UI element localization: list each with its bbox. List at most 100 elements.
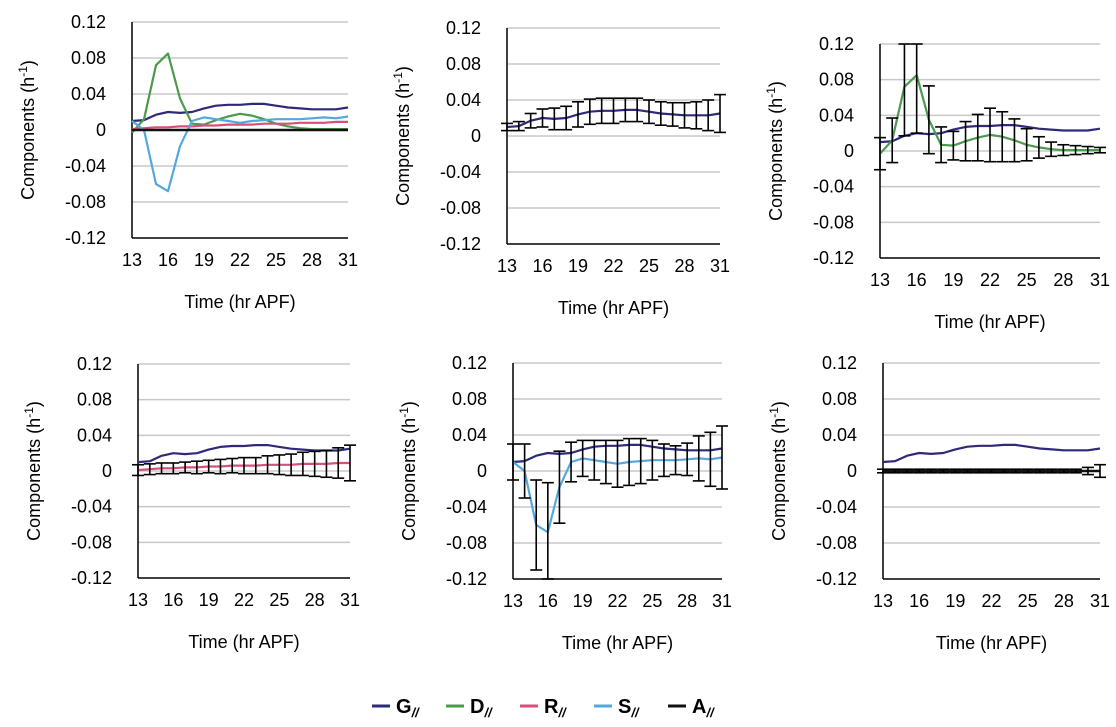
panels-container: 0.12 0.08 0.04 0 -0.04 -0.08 -0.12 13 16 19 22 25 28… bbox=[16, 12, 1110, 653]
y-tick-label: -0.12 bbox=[71, 568, 112, 588]
x-axis-label: Time (hr APF) bbox=[936, 633, 1047, 653]
error-bar bbox=[572, 101, 584, 128]
error-bar bbox=[666, 101, 679, 127]
error-bar bbox=[553, 450, 566, 525]
chart-panel-4: 0.12 0.08 0.04 0 -0.04 -0.08 -0.12 13 16 19 22 25 28… bbox=[22, 354, 360, 652]
error-bar bbox=[959, 120, 972, 162]
legend-label: S// bbox=[618, 696, 640, 720]
legend-item-D: D// bbox=[446, 696, 493, 720]
error-bar bbox=[1020, 127, 1033, 162]
y-axis-label: Components (h-1) bbox=[767, 401, 789, 541]
x-tick-label: 16 bbox=[163, 590, 183, 610]
error-bar bbox=[501, 122, 513, 132]
y-tick-label: 0.08 bbox=[446, 54, 481, 74]
x-tick-label: 22 bbox=[980, 270, 1000, 290]
error-bar bbox=[536, 108, 549, 128]
error-bar bbox=[984, 107, 996, 163]
error-bar bbox=[167, 462, 180, 475]
x-tick-label: 22 bbox=[981, 591, 1001, 611]
error-bar bbox=[646, 439, 659, 481]
chart-panel-2: 0.12 0.08 0.04 0 -0.04 -0.08 -0.12 13 16 19 22 25 28… bbox=[391, 18, 730, 318]
y-tick-label: 0 bbox=[471, 126, 481, 146]
error-bar bbox=[716, 425, 728, 490]
series-line-G bbox=[882, 443, 1101, 464]
y-tick-label: 0.04 bbox=[822, 425, 857, 445]
y-tick-label: 0 bbox=[477, 461, 487, 481]
error-bar bbox=[877, 468, 889, 474]
error-bar bbox=[541, 481, 554, 580]
error-bar bbox=[947, 130, 960, 161]
legend-item-R: R// bbox=[520, 696, 567, 720]
x-tick-label: 31 bbox=[712, 591, 732, 611]
error-bar bbox=[1069, 144, 1082, 156]
legend: G// D// R// S// A// bbox=[372, 696, 715, 720]
y-tick-label: -0.12 bbox=[816, 569, 857, 589]
x-tick-label: 31 bbox=[1090, 270, 1110, 290]
x-tick-label: 25 bbox=[642, 591, 662, 611]
error-bar bbox=[565, 441, 578, 483]
series-line-S bbox=[131, 115, 349, 193]
x-tick-label: 19 bbox=[573, 591, 593, 611]
error-bar bbox=[997, 468, 1010, 474]
error-bar bbox=[249, 456, 262, 475]
error-bar bbox=[548, 107, 561, 131]
x-tick-label: 22 bbox=[603, 256, 623, 276]
error-bar bbox=[1045, 468, 1058, 474]
y-tick-label: -0.12 bbox=[65, 228, 106, 248]
y-tick-label: 0.04 bbox=[452, 425, 487, 445]
x-tick-label: 28 bbox=[1054, 591, 1074, 611]
y-tick-label: 0.08 bbox=[71, 48, 106, 68]
legend-label: A// bbox=[692, 696, 715, 720]
y-tick-label: 0.12 bbox=[71, 12, 106, 32]
error-bar bbox=[681, 442, 694, 477]
x-tick-label: 31 bbox=[338, 250, 358, 270]
y-tick-label: 0.08 bbox=[77, 390, 112, 410]
error-bar bbox=[623, 437, 636, 487]
error-bar bbox=[922, 85, 935, 155]
error-bar bbox=[985, 468, 998, 474]
y-tick-label: -0.12 bbox=[440, 234, 481, 254]
y-tick-label: -0.08 bbox=[65, 192, 106, 212]
x-tick-label: 13 bbox=[122, 250, 142, 270]
y-tick-label: -0.04 bbox=[816, 497, 857, 517]
x-tick-label: 22 bbox=[230, 250, 250, 270]
chart-panel-1: 0.12 0.08 0.04 0 -0.04 -0.08 -0.12 13 16 19 22 25 28… bbox=[16, 12, 358, 312]
series-line-D bbox=[131, 52, 348, 134]
error-bar bbox=[518, 443, 531, 499]
error-bar bbox=[332, 447, 345, 479]
x-tick-label: 16 bbox=[538, 591, 558, 611]
error-bar bbox=[214, 458, 227, 475]
y-tick-label: -0.08 bbox=[71, 532, 112, 552]
error-bar bbox=[226, 457, 239, 474]
error-bar bbox=[285, 453, 298, 477]
y-axis-label: Components (h-1) bbox=[764, 81, 786, 221]
y-tick-label: -0.08 bbox=[446, 533, 487, 553]
error-bar bbox=[143, 463, 156, 476]
error-bar bbox=[643, 99, 655, 125]
error-bar bbox=[155, 462, 168, 475]
x-tick-label: 25 bbox=[1018, 591, 1038, 611]
y-tick-label: 0.04 bbox=[819, 105, 854, 125]
error-bar bbox=[996, 110, 1009, 163]
error-bar bbox=[657, 443, 670, 478]
x-tick-label: 19 bbox=[945, 591, 965, 611]
y-tick-label: 0 bbox=[102, 461, 112, 481]
error-bar bbox=[901, 468, 914, 474]
error-bar bbox=[1057, 143, 1070, 157]
error-bar bbox=[935, 126, 948, 164]
error-bar bbox=[1032, 135, 1045, 159]
y-axis-label: Components (h-1) bbox=[391, 66, 413, 206]
error-bar bbox=[576, 439, 589, 478]
error-bar bbox=[874, 136, 886, 171]
error-bar bbox=[507, 443, 519, 481]
y-tick-label: 0 bbox=[847, 461, 857, 481]
error-bar bbox=[1069, 468, 1082, 474]
y-tick-label: 0.08 bbox=[822, 389, 857, 409]
legend-item-S: S// bbox=[594, 696, 640, 720]
error-bar bbox=[560, 105, 573, 131]
legend-label: D// bbox=[470, 696, 493, 720]
error-bar bbox=[1033, 468, 1046, 474]
y-tick-label: -0.04 bbox=[446, 497, 487, 517]
chart-panel-3: 0.12 0.08 0.04 0 -0.04 -0.08 -0.12 13 16 19 22 25 28… bbox=[764, 34, 1110, 332]
x-axis-label: Time (hr APF) bbox=[934, 312, 1045, 332]
